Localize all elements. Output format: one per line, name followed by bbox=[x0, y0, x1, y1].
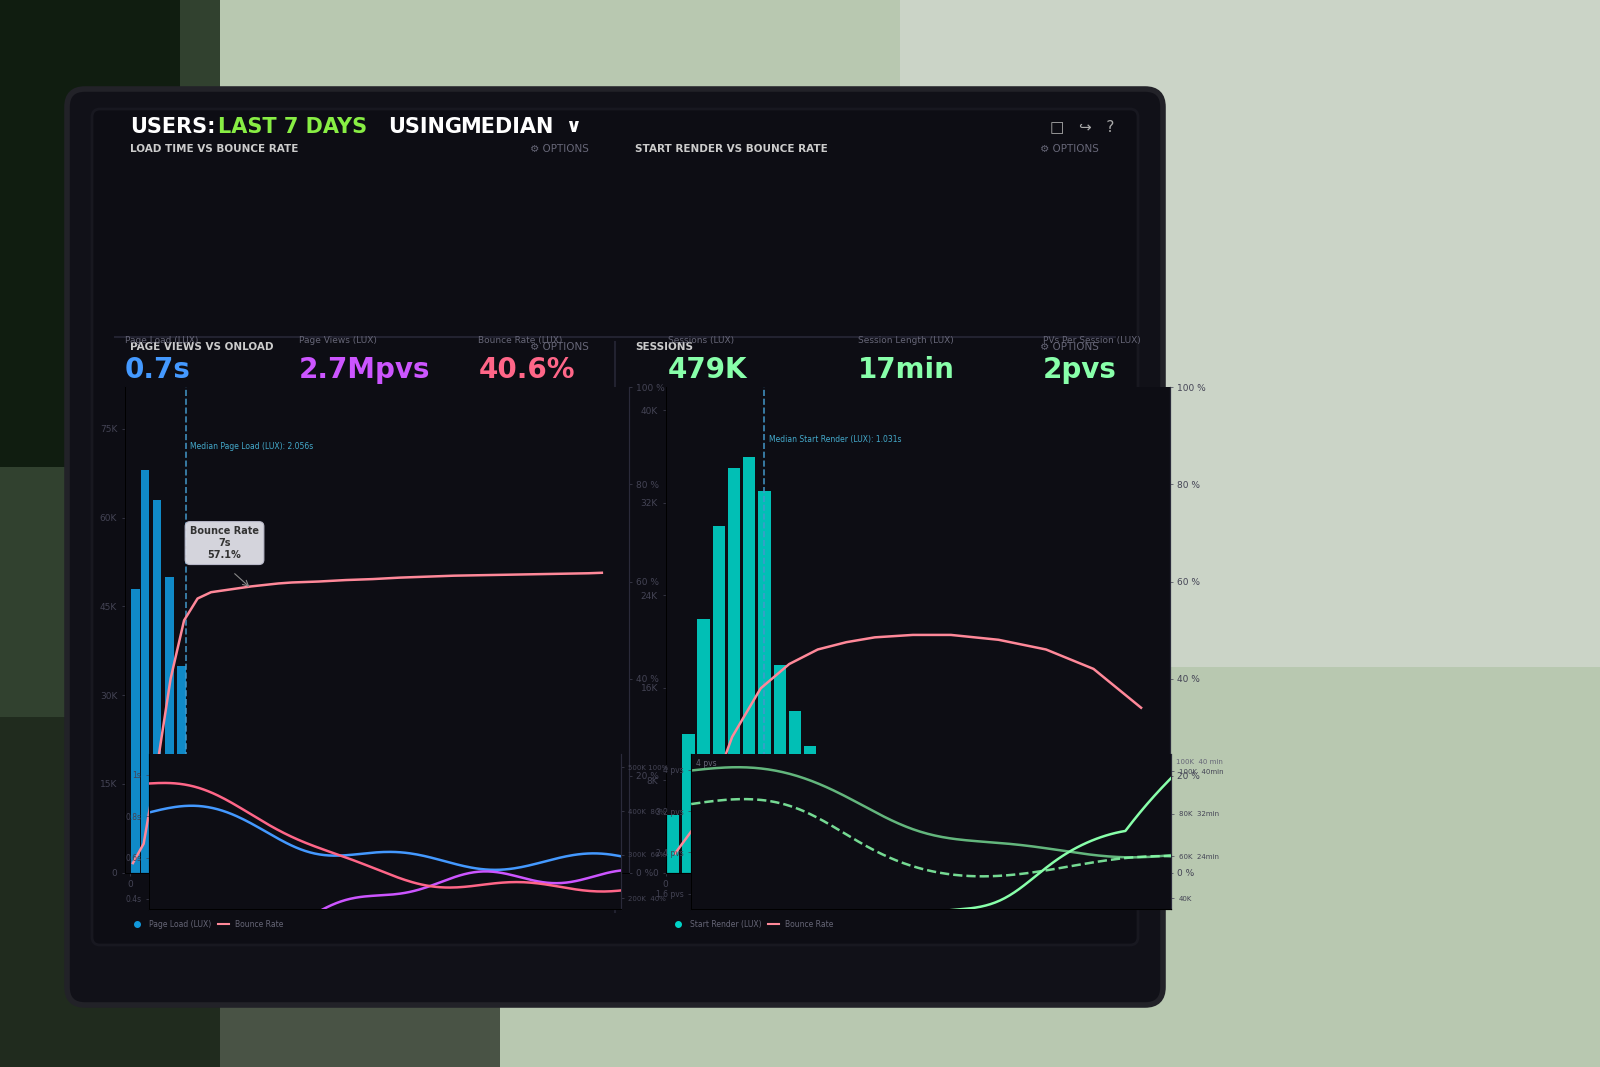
Bar bbox=[557, 870, 566, 873]
Text: Sessions (LUX): Sessions (LUX) bbox=[667, 336, 734, 345]
Text: 479K: 479K bbox=[667, 356, 747, 384]
Bar bbox=[226, 828, 234, 873]
Bar bbox=[0, 0, 179, 467]
Bar bbox=[202, 790, 210, 873]
Bar bbox=[1040, 859, 1053, 873]
Bar bbox=[1078, 862, 1090, 873]
Text: Page Load (LUX): Page Load (LUX) bbox=[125, 336, 198, 345]
Bar bbox=[0, 0, 221, 1067]
Bar bbox=[189, 754, 198, 873]
Text: LOAD TIME VS BOUNCE RATE: LOAD TIME VS BOUNCE RATE bbox=[130, 144, 298, 154]
Bar bbox=[250, 843, 259, 873]
Bar bbox=[789, 711, 802, 873]
Bar bbox=[213, 814, 222, 873]
Bar bbox=[450, 867, 458, 873]
Bar bbox=[154, 499, 162, 873]
Bar bbox=[141, 471, 149, 873]
Text: 2.7Mpvs: 2.7Mpvs bbox=[299, 356, 430, 384]
Bar bbox=[277, 853, 285, 873]
Text: PAGE VIEWS VS ONLOAD: PAGE VIEWS VS ONLOAD bbox=[130, 343, 274, 352]
Bar bbox=[264, 848, 272, 873]
FancyBboxPatch shape bbox=[67, 89, 1163, 1005]
Bar bbox=[477, 869, 485, 873]
Text: START RENDER VS BOUNCE RATE: START RENDER VS BOUNCE RATE bbox=[635, 144, 827, 154]
Bar bbox=[899, 0, 1600, 667]
Bar bbox=[869, 821, 882, 873]
Text: 0.7s: 0.7s bbox=[125, 356, 190, 384]
Bar bbox=[422, 866, 430, 873]
Text: 4 pvs: 4 pvs bbox=[696, 759, 717, 768]
Bar bbox=[584, 870, 592, 873]
Bar bbox=[341, 861, 350, 873]
Text: Bounce Rate
7s
57.1%: Bounce Rate 7s 57.1% bbox=[190, 526, 259, 560]
Text: USING: USING bbox=[387, 117, 462, 137]
Bar bbox=[939, 846, 952, 873]
Bar bbox=[395, 865, 405, 873]
Text: LAST 7 DAYS: LAST 7 DAYS bbox=[218, 117, 366, 137]
Bar bbox=[803, 746, 816, 873]
Bar bbox=[293, 856, 302, 873]
Bar bbox=[238, 838, 246, 873]
Text: Session Length (LUX): Session Length (LUX) bbox=[858, 336, 954, 345]
Bar bbox=[682, 734, 694, 873]
Bar bbox=[530, 870, 539, 873]
Bar bbox=[917, 840, 928, 873]
Bar bbox=[315, 860, 323, 873]
Bar bbox=[178, 666, 186, 873]
Bar bbox=[850, 809, 862, 873]
Text: PVs Per Session (LUX): PVs Per Session (LUX) bbox=[1043, 336, 1141, 345]
Bar bbox=[1115, 864, 1128, 873]
Text: MEDIAN: MEDIAN bbox=[461, 117, 554, 137]
Bar bbox=[773, 665, 786, 873]
Bar bbox=[712, 526, 725, 873]
Bar bbox=[368, 863, 378, 873]
Bar bbox=[131, 589, 139, 873]
Text: ⚙ OPTIONS: ⚙ OPTIONS bbox=[1040, 343, 1099, 352]
Bar bbox=[504, 869, 512, 873]
Bar bbox=[819, 768, 832, 873]
Bar bbox=[834, 792, 846, 873]
Text: □   ↪   ?: □ ↪ ? bbox=[1050, 120, 1114, 134]
Bar bbox=[968, 850, 981, 873]
Legend: Page Load (LUX), Bounce Rate: Page Load (LUX), Bounce Rate bbox=[128, 917, 286, 933]
Bar bbox=[1002, 856, 1014, 873]
Text: 17min: 17min bbox=[858, 356, 955, 384]
Text: ⚙ OPTIONS: ⚙ OPTIONS bbox=[530, 144, 589, 154]
Bar bbox=[667, 815, 680, 873]
Text: 2pvs: 2pvs bbox=[1043, 356, 1117, 384]
Text: USERS:: USERS: bbox=[130, 117, 216, 137]
Text: 40.6%: 40.6% bbox=[478, 356, 574, 384]
Bar bbox=[742, 457, 755, 873]
Bar bbox=[893, 831, 904, 873]
Bar bbox=[698, 619, 710, 873]
Legend: Start Render (LUX), Bounce Rate: Start Render (LUX), Bounce Rate bbox=[669, 917, 837, 933]
Text: ∨: ∨ bbox=[565, 117, 581, 137]
Text: 100K  40 min: 100K 40 min bbox=[1176, 759, 1222, 765]
Bar bbox=[758, 491, 771, 873]
Text: Median Start Render (LUX): 1.031s: Median Start Render (LUX): 1.031s bbox=[770, 435, 902, 444]
Bar bbox=[165, 577, 173, 873]
Text: Median Page Load (LUX): 2.056s: Median Page Load (LUX): 2.056s bbox=[190, 442, 314, 451]
Text: Bounce Rate (LUX): Bounce Rate (LUX) bbox=[478, 336, 563, 345]
FancyBboxPatch shape bbox=[93, 109, 1138, 945]
Bar bbox=[728, 468, 741, 873]
Text: SESSIONS: SESSIONS bbox=[635, 343, 693, 352]
Text: ⚙ OPTIONS: ⚙ OPTIONS bbox=[1040, 144, 1099, 154]
Text: Page Views (LUX): Page Views (LUX) bbox=[299, 336, 378, 345]
Text: ⚙ OPTIONS: ⚙ OPTIONS bbox=[530, 343, 589, 352]
Bar bbox=[0, 717, 499, 1067]
